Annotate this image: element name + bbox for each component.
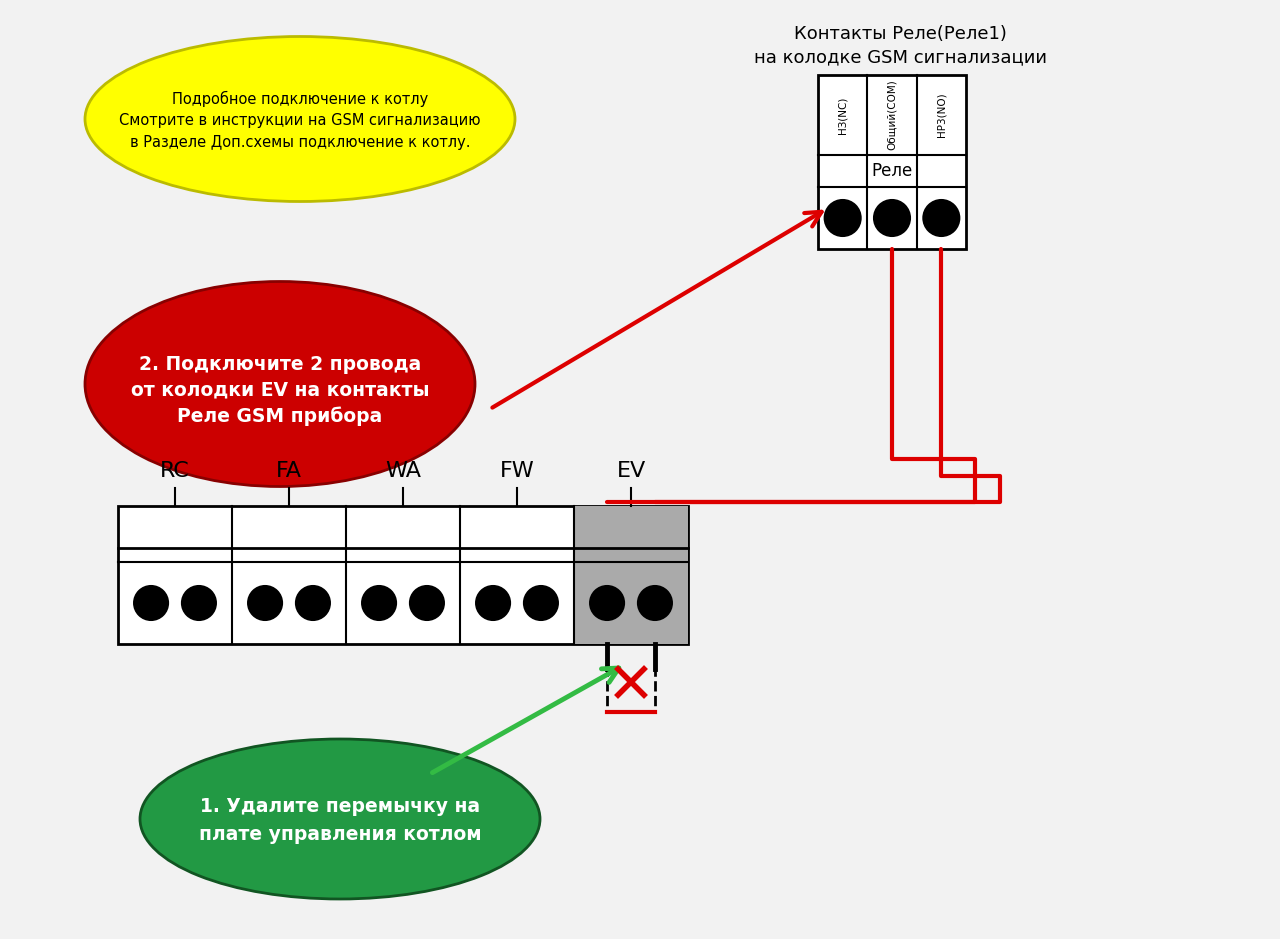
Circle shape	[362, 586, 396, 620]
Text: Реле: Реле	[872, 162, 913, 180]
Circle shape	[524, 586, 558, 620]
Bar	[818, 75, 966, 249]
Text: EV: EV	[617, 461, 645, 481]
Text: Общий(COM): Общий(COM)	[887, 80, 897, 150]
Circle shape	[874, 200, 910, 236]
Text: WA: WA	[385, 461, 421, 481]
Circle shape	[248, 586, 282, 620]
Circle shape	[296, 586, 330, 620]
Circle shape	[637, 586, 672, 620]
Circle shape	[182, 586, 216, 620]
Circle shape	[476, 586, 509, 620]
Text: НР3(NO): НР3(NO)	[937, 93, 946, 137]
Circle shape	[923, 200, 959, 236]
Text: Контакты Реле(Реле1): Контакты Реле(Реле1)	[794, 25, 1006, 43]
Bar	[118, 506, 689, 644]
Circle shape	[134, 586, 168, 620]
Circle shape	[824, 200, 860, 236]
Text: Реле GSM прибора: Реле GSM прибора	[178, 407, 383, 425]
Circle shape	[590, 586, 625, 620]
Text: от колодки EV на контакты: от колодки EV на контакты	[131, 380, 429, 399]
Text: на колодке GSM сигнализации: на колодке GSM сигнализации	[754, 48, 1047, 66]
Text: Смотрите в инструкции на GSM сигнализацию: Смотрите в инструкции на GSM сигнализаци…	[119, 114, 481, 129]
Ellipse shape	[84, 37, 515, 202]
Text: FW: FW	[499, 461, 534, 481]
Text: в Разделе Доп.схемы подключение к котлу.: в Разделе Доп.схемы подключение к котлу.	[129, 135, 470, 150]
Bar	[573, 506, 689, 644]
Ellipse shape	[84, 282, 475, 486]
Text: 1. Удалите перемычку на: 1. Удалите перемычку на	[200, 796, 480, 815]
Text: НЗ(NC): НЗ(NC)	[837, 97, 847, 133]
Text: плате управления котлом: плате управления котлом	[198, 824, 481, 843]
Circle shape	[410, 586, 444, 620]
Text: 2. Подключите 2 провода: 2. Подключите 2 провода	[138, 355, 421, 374]
Text: RC: RC	[160, 461, 189, 481]
Text: Подробное подключение к котлу: Подробное подключение к котлу	[172, 91, 428, 107]
Ellipse shape	[140, 739, 540, 899]
Text: FA: FA	[276, 461, 302, 481]
